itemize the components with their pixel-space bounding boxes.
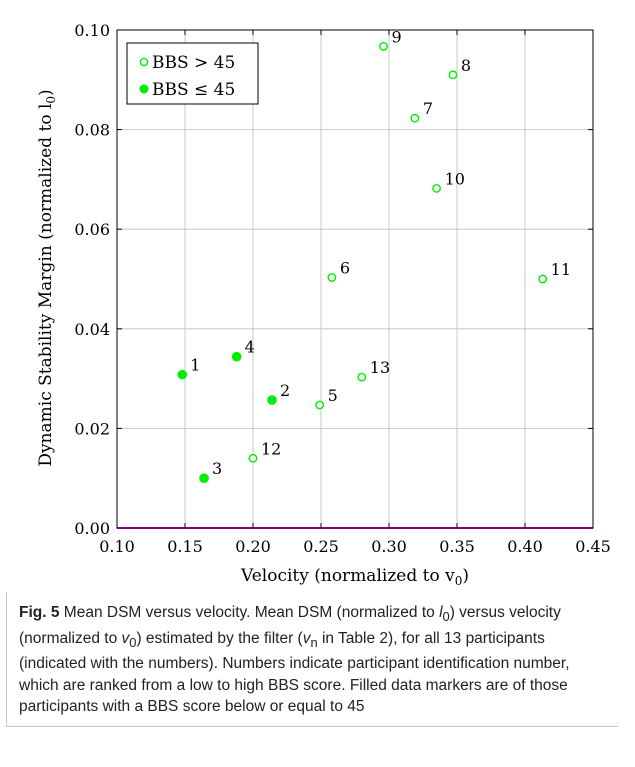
data-point-open [248,453,258,463]
data-point-label: 12 [261,439,281,458]
data-point-filled [199,473,209,484]
data-point-label: 3 [212,459,222,478]
data-point-open [538,274,548,284]
data-point-label: 5 [328,386,338,405]
plot-frame [116,29,594,529]
y-tick-label: 0.04 [74,320,110,339]
data-point-filled [177,369,188,380]
caption-text-1: Mean DSM versus velocity. Mean DSM (norm… [59,604,440,621]
data-point-label: 8 [461,56,471,75]
caption-v-sub: 0 [129,634,137,650]
data-point-filled [267,395,277,405]
data-point-label: 9 [392,27,402,46]
data-point-label: 11 [551,260,571,279]
y-axis-label: Dynamic Stability Margin (normalized to … [36,89,58,466]
axis-ticks: 0.10 0.15 0.20 0.25 0.30 0.35 0.40 0.45 0.00 0.02… [74,21,610,556]
y-tick-label: 0.10 [74,21,110,40]
caption-text-3: ) estimated by the filter ( [136,629,303,647]
legend-label-open: BBS > 45 [152,53,235,73]
x-tick-label: 0.10 [99,537,135,556]
y-tick-label: 0.06 [74,220,110,239]
figure-label: Fig. 5 [19,604,60,621]
x-axis-label: Velocity (normalized to v0) [240,566,469,588]
data-point-label: 10 [445,169,465,188]
y-tick-label: 0.00 [74,519,110,538]
data-point-open [357,372,367,382]
x-tick-label: 0.30 [371,537,407,556]
legend: BBS > 45 BBS ≤ 45 [126,42,259,105]
data-point-label: 2 [280,381,290,400]
data-point-open [327,273,337,282]
data-point-label: 13 [370,358,390,377]
caption-l-var: l [439,604,443,621]
x-tick-label: 0.45 [575,537,611,556]
data-point-open [379,42,388,51]
caption-text-2: ) versus velocity (normalized to [19,604,561,647]
y-tick-label: 0.08 [74,121,110,140]
figure-caption: Fig. 5 Mean DSM versus velocity. Mean DS… [6,592,618,727]
scatter-chart: 0.10 0.15 0.20 0.25 0.30 0.35 0.40 0.45 0.00 0.02… [36,21,611,588]
caption-vn-var: v [302,629,311,647]
data-point-open [432,183,441,193]
data-point-label: 4 [245,338,255,357]
caption-vn-sub: n [310,634,318,650]
data-point-open [448,70,458,80]
data-point-filled [231,351,242,362]
data-point-label: 7 [423,99,433,118]
caption-v-var: v [121,629,130,647]
legend-marker-open [139,57,149,67]
x-tick-label: 0.35 [439,537,475,556]
y-tick-label: 0.02 [74,419,110,438]
x-tick-label: 0.20 [235,537,271,556]
legend-label-filled: BBS ≤ 45 [152,80,235,100]
legend-box [126,42,259,105]
data-point-label: 6 [340,259,350,278]
x-tick-label: 0.40 [507,537,543,556]
x-tick-label: 0.15 [167,537,203,556]
gridlines [116,29,594,529]
x-tick-label: 0.25 [303,537,339,556]
data-point-label: 1 [190,356,200,375]
data-point-open [315,400,325,410]
data-point-open [410,113,420,123]
legend-marker-filled [139,84,149,94]
caption-text-4: in Table 2), for all 13 participants (in… [19,629,570,716]
caption-l-sub: 0 [442,609,450,625]
